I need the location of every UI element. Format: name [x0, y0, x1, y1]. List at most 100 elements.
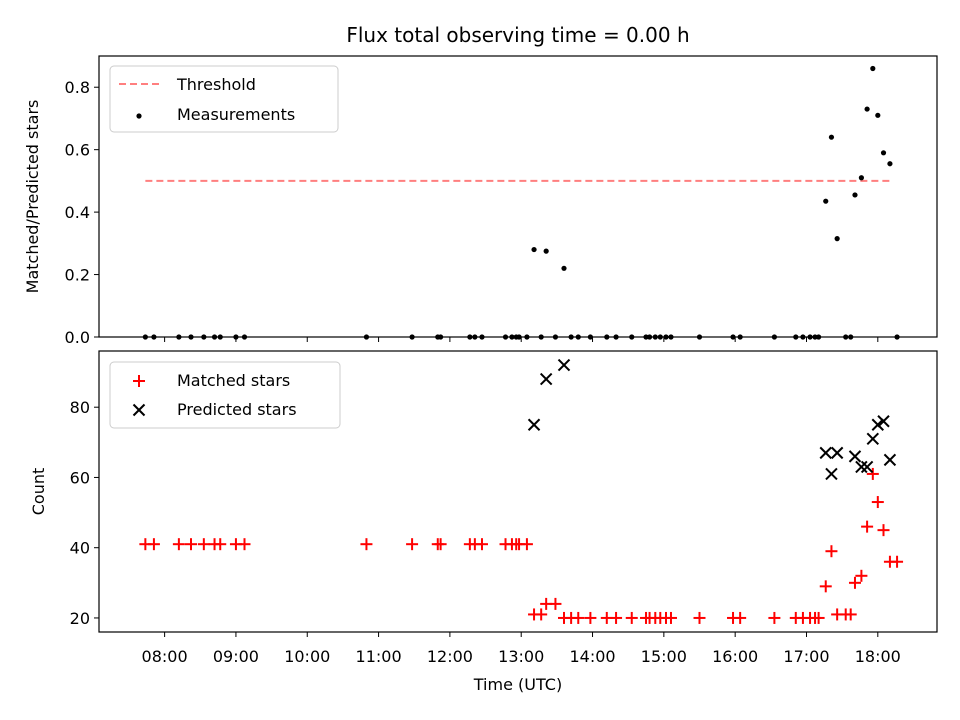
y-ticks-ratio: 0.0 0.2 0.4 0.6 0.8 — [65, 78, 99, 347]
predicted-star-point — [557, 358, 571, 372]
matched-star-point — [406, 538, 419, 551]
time-x-tick-label: 09:00 — [213, 647, 259, 666]
matched-star-point — [434, 538, 447, 551]
count-y-tick-label: 60 — [70, 468, 90, 487]
matched-star-point — [360, 538, 373, 551]
predicted-star-point — [871, 418, 885, 431]
measurement-point — [531, 246, 537, 253]
predicted-star-point — [527, 418, 541, 431]
matched-star-point — [625, 611, 638, 624]
predicted-star-point — [848, 450, 862, 463]
ratio-y-tick-label: 0.2 — [65, 266, 90, 285]
measurement-point — [875, 112, 881, 118]
matched-star-point — [819, 580, 832, 593]
predicted-star-point — [539, 372, 553, 386]
measurement-point — [852, 192, 858, 198]
measurement-point — [864, 106, 870, 112]
matched-star-point — [693, 611, 706, 624]
legend-measurements-label: Measurements — [177, 105, 295, 124]
measurement-point — [880, 150, 887, 156]
predicted-star-point — [883, 453, 897, 467]
legend-matched-label: Matched stars — [177, 371, 290, 390]
ratio-y-tick-label: 0.0 — [65, 328, 90, 347]
legend-measurements-swatch — [136, 113, 142, 119]
matched-star-point — [535, 608, 548, 621]
predicted-star-point — [866, 432, 880, 446]
matched-star-point — [475, 538, 488, 551]
matched-star-point — [549, 597, 562, 610]
flux-ratio-panel: Flux total observing time = 0.00 h Match… — [23, 23, 938, 347]
matched-star-point — [866, 467, 879, 480]
measurement-point — [543, 248, 549, 254]
matched-star-point — [214, 538, 227, 551]
x-ticks-time: 08:00 09:00 10:00 11:00 12:00 13:00 14:00 15:00… — [142, 632, 901, 666]
time-x-tick-label: 15:00 — [641, 647, 687, 666]
matched-star-point — [825, 545, 838, 558]
matched-star-point — [147, 538, 160, 551]
time-x-tick-label: 11:00 — [356, 647, 402, 666]
legend-x-marker — [132, 403, 146, 417]
legend-plus-marker — [133, 375, 145, 387]
legend-threshold-label: Threshold — [176, 75, 256, 94]
ratio-legend: Threshold Measurements — [109, 65, 339, 133]
matched-star-point — [610, 611, 623, 624]
matched-star-point — [891, 555, 904, 568]
matched-star-point — [877, 524, 890, 537]
legend-box — [109, 361, 341, 429]
measurement-point — [834, 236, 840, 242]
matched-star-point — [520, 538, 533, 551]
measurement-point — [858, 175, 865, 181]
matched-star-point — [185, 538, 198, 551]
predicted-star-point — [855, 460, 868, 474]
predicted-star-point — [860, 460, 874, 474]
chart-title: Flux total observing time = 0.00 h — [346, 23, 689, 47]
time-x-tick-label: 12:00 — [427, 647, 473, 666]
y-axis-label-ratio: Matched/Predicted stars — [23, 100, 42, 294]
matched-star-point — [238, 538, 251, 551]
x-axis-label-time: Time (UTC) — [473, 675, 562, 694]
star-count-panel: Count Time (UTC) 20 40 60 80 08:00 09:00 10:0… — [29, 350, 938, 694]
y-axis-label-count: Count — [29, 468, 48, 516]
time-x-tick-label: 14:00 — [569, 647, 615, 666]
count-y-tick-label: 40 — [70, 539, 90, 558]
measurement-point — [870, 65, 876, 72]
predicted-star-point — [877, 415, 890, 428]
measurement-point — [823, 198, 829, 204]
measurement-point — [561, 265, 567, 271]
matched-star-point — [172, 538, 185, 551]
legend-box — [109, 65, 339, 133]
count-plot-area — [139, 358, 904, 624]
count-y-tick-label: 80 — [70, 398, 90, 417]
legend-matched-swatch — [133, 375, 145, 387]
time-x-tick-label: 17:00 — [783, 647, 829, 666]
measurement-point — [828, 134, 835, 140]
matched-star-point — [572, 611, 585, 624]
y-ticks-count: 20 40 60 80 — [70, 398, 99, 628]
ratio-axes-frame — [98, 55, 938, 338]
matched-star-point — [844, 608, 857, 621]
ratio-y-tick-label: 0.8 — [65, 78, 90, 97]
measurement-point — [887, 161, 893, 167]
legend-predicted-label: Predicted stars — [177, 400, 297, 419]
matched-star-point — [871, 496, 884, 509]
matched-star-point — [855, 569, 868, 582]
time-x-tick-label: 13:00 — [498, 647, 544, 666]
matched-star-point — [584, 611, 597, 624]
count-legend: Matched stars Predicted stars — [109, 361, 341, 429]
time-x-tick-label: 16:00 — [712, 647, 758, 666]
time-x-tick-label: 18:00 — [855, 647, 901, 666]
ratio-plot-area — [142, 65, 900, 340]
ratio-y-tick-label: 0.6 — [65, 141, 90, 160]
matched-star-point — [848, 576, 861, 589]
matched-star-point — [664, 611, 677, 624]
matched-star-point — [197, 538, 210, 551]
matched-star-point — [768, 611, 781, 624]
time-x-tick-label: 10:00 — [284, 647, 330, 666]
matched-star-point — [812, 611, 825, 624]
legend-predicted-swatch — [132, 403, 146, 417]
ratio-y-tick-label: 0.4 — [65, 203, 90, 222]
matched-star-point — [861, 520, 874, 533]
count-axes-frame — [98, 350, 938, 633]
matched-star-point — [734, 611, 747, 624]
